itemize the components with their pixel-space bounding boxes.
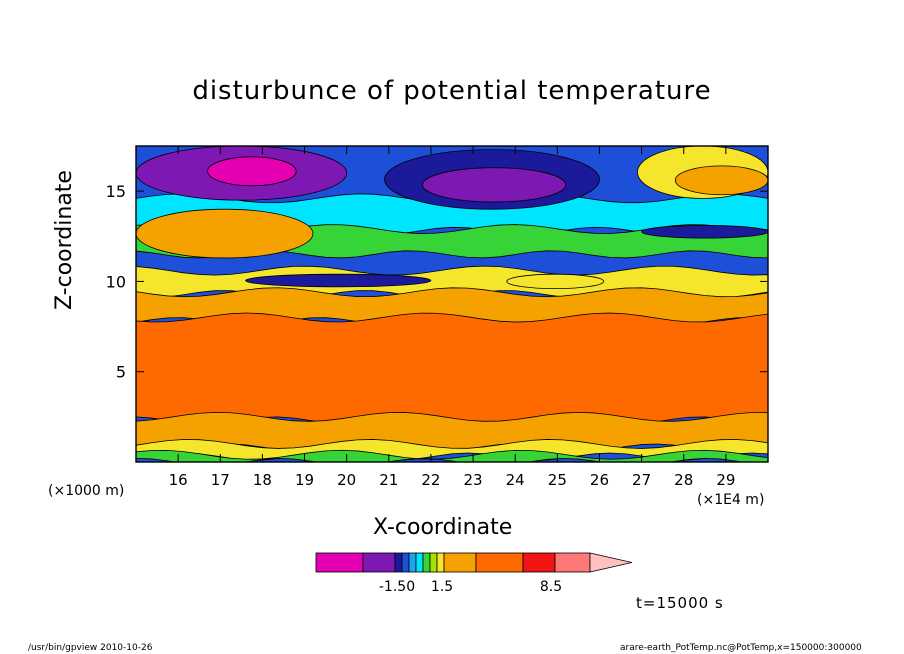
colorbar-segment — [429, 552, 438, 573]
plot-frame — [135, 145, 769, 463]
time-annotation: t=15000 s — [636, 594, 724, 612]
contour-feature-10 — [506, 273, 605, 290]
y-axis-ticks: 5 10 15 — [106, 182, 768, 382]
y-tick-label: 10 — [106, 272, 126, 291]
chart-title: disturbunce of potential temperature — [192, 76, 712, 106]
colorbar-segment — [475, 552, 524, 573]
x-tick-label: 28 — [674, 471, 693, 489]
x-tick-label: 27 — [632, 471, 651, 489]
colorbar-segment — [394, 552, 403, 573]
x-tick-label: 25 — [548, 471, 567, 489]
colorbar-segment — [415, 552, 424, 573]
footer-command: /usr/bin/gpview 2010-10-26 — [28, 643, 153, 653]
x-tick-label: 20 — [337, 471, 356, 489]
x-unit-label: (×1000 m) — [48, 483, 125, 499]
contour-feature-6 — [674, 165, 768, 196]
colorbar-tick-label: 8.5 — [540, 579, 562, 595]
colorbar-arrow — [589, 552, 633, 573]
x-tick-label: 26 — [590, 471, 609, 489]
contour-feature-4 — [422, 167, 567, 203]
footer-source: arare-earth_PotTemp.nc@PotTemp,x=150000:… — [620, 643, 862, 653]
x-tick-label: 22 — [421, 471, 440, 489]
colorbar-segment — [436, 552, 445, 573]
colorbar: -1.50 1.5 8.5 — [315, 552, 633, 595]
colorbar-tick-label: -1.50 — [379, 579, 415, 595]
x-tick-label: 23 — [464, 471, 483, 489]
colorbar-segment — [408, 552, 417, 573]
colorbar-segment — [443, 552, 477, 573]
contour-feature-9 — [245, 273, 432, 288]
colorbar-segment — [401, 552, 410, 573]
contour-feature-7 — [641, 225, 768, 239]
y-tick-label: 5 — [116, 363, 126, 382]
x-tick-label: 24 — [506, 471, 525, 489]
colorbar-segment — [315, 552, 364, 573]
x-tick-label: 16 — [169, 471, 188, 489]
x-tick-label: 21 — [379, 471, 398, 489]
contour-feature-2 — [207, 156, 297, 187]
colorbar-segment — [362, 552, 396, 573]
contour-band-8 — [136, 449, 768, 462]
x-tick-label: 29 — [716, 471, 735, 489]
x-tick-label: 18 — [253, 471, 272, 489]
colorbar-segment — [422, 552, 431, 573]
x-axis-label: X-coordinate — [373, 515, 513, 540]
colorbar-segment — [554, 552, 591, 573]
contour-band-5 — [136, 312, 768, 425]
x-tick-label: 19 — [295, 471, 314, 489]
contour-field — [136, 146, 768, 462]
contour-feature-8 — [136, 208, 314, 259]
x-scale-label: (×1E4 m) — [697, 492, 765, 508]
colorbar-segment — [522, 552, 556, 573]
colorbar-tick-label: 1.5 — [431, 579, 453, 595]
x-tick-label: 17 — [211, 471, 230, 489]
x-axis-ticks: 16 17 18 19 20 21 22 23 24 25 26 27 28 29 — [169, 146, 735, 489]
y-axis-label: Z-coordinate — [52, 170, 77, 310]
y-tick-label: 15 — [106, 182, 126, 201]
